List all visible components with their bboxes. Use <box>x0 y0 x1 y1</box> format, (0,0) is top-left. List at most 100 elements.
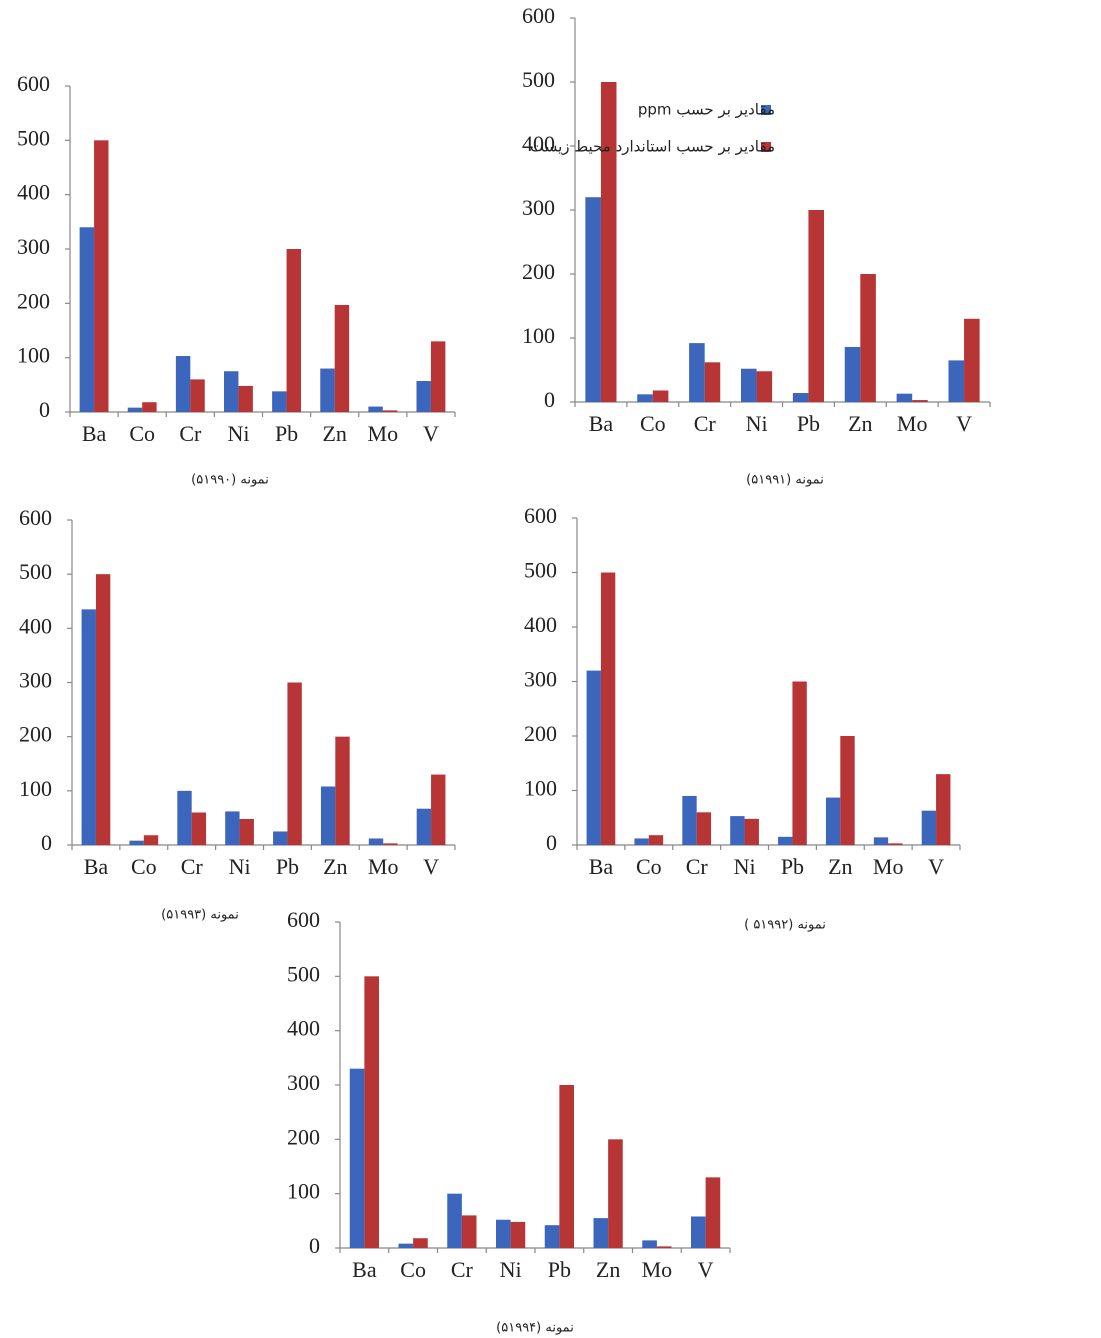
x-tick-label: Mo <box>897 411 928 436</box>
bar <box>272 391 287 412</box>
x-tick-label: Cr <box>179 421 202 446</box>
bar <box>741 368 757 402</box>
bar <box>364 976 379 1248</box>
x-tick-label: Pb <box>781 854 804 879</box>
bar <box>190 379 205 412</box>
bar <box>705 1177 721 1248</box>
bar <box>912 400 928 402</box>
y-tick-label: 200 <box>287 1124 320 1149</box>
bar <box>368 838 384 845</box>
bar <box>600 82 617 402</box>
bar <box>637 394 653 402</box>
x-tick-label: Co <box>400 1257 426 1282</box>
bar <box>94 140 109 413</box>
chart-caption: نمونه (۵۱۹۹۴) <box>496 1321 574 1336</box>
bar <box>129 840 144 845</box>
bar <box>948 360 965 402</box>
y-tick-label: 600 <box>19 505 52 530</box>
bar <box>416 808 432 845</box>
bar <box>382 410 398 412</box>
y-tick-label: 400 <box>522 131 555 156</box>
bar <box>175 356 191 412</box>
y-tick-label: 100 <box>522 323 555 348</box>
x-tick-label: Mo <box>873 854 904 879</box>
bar <box>888 843 903 845</box>
y-tick-label: 400 <box>287 1016 320 1041</box>
bar <box>398 1243 414 1248</box>
y-tick-label: 0 <box>41 830 52 855</box>
bar <box>191 812 207 845</box>
bar <box>896 393 913 402</box>
chart-caption: نمونه (۵۱۹۹۱) <box>746 473 824 488</box>
bar <box>413 1238 428 1248</box>
y-tick-label: 200 <box>524 721 557 746</box>
bar <box>430 341 446 412</box>
x-tick-label: Ni <box>227 421 249 446</box>
x-tick-label: Ba <box>352 1257 377 1282</box>
x-tick-label: V <box>928 854 944 879</box>
y-tick-label: 400 <box>524 612 557 637</box>
x-tick-label: Mo <box>368 854 399 879</box>
bar <box>696 812 712 845</box>
bar <box>273 831 288 845</box>
legend-label: مقادیر بر حسب استاندارد محیط زیست <box>530 138 775 156</box>
bar <box>642 1240 657 1248</box>
bar <box>416 381 431 412</box>
x-tick-label: Pb <box>548 1257 571 1282</box>
bar <box>921 810 937 845</box>
bar <box>682 795 697 845</box>
x-tick-label: Co <box>131 854 157 879</box>
y-tick-label: 200 <box>17 288 50 313</box>
bar <box>334 304 350 412</box>
bar <box>127 407 143 412</box>
bar <box>431 774 446 845</box>
x-tick-label: Ba <box>589 854 614 879</box>
y-tick-label: 500 <box>287 961 320 986</box>
y-tick-label: 200 <box>19 722 52 747</box>
x-tick-label: Ni <box>500 1257 522 1282</box>
bar <box>656 1246 672 1248</box>
bar <box>368 406 383 412</box>
x-tick-label: Ni <box>746 411 768 436</box>
bar <box>349 1068 365 1248</box>
x-tick-label: Cr <box>694 411 717 436</box>
bar <box>964 318 980 402</box>
x-tick-label: Zn <box>828 854 852 879</box>
bar <box>840 736 855 845</box>
bar <box>825 797 841 845</box>
x-tick-label: Ba <box>589 411 614 436</box>
x-tick-label: Zn <box>322 421 346 446</box>
bar <box>95 574 111 845</box>
y-tick-label: 300 <box>522 195 555 220</box>
bar <box>461 1215 477 1248</box>
y-tick-label: 0 <box>39 397 50 422</box>
chart-caption: نمونه (۵۱۹۹۳) <box>161 908 239 923</box>
bar <box>585 197 601 402</box>
x-tick-label: Ni <box>229 854 251 879</box>
y-tick-label: 0 <box>546 830 557 855</box>
y-tick-label: 600 <box>17 71 50 96</box>
bar <box>383 843 398 845</box>
y-tick-label: 200 <box>522 259 555 284</box>
x-tick-label: Pb <box>275 421 298 446</box>
x-tick-label: V <box>698 1257 714 1282</box>
y-tick-label: 300 <box>19 668 52 693</box>
bar <box>496 1219 511 1248</box>
bar <box>730 816 745 845</box>
bar <box>238 385 253 412</box>
bar <box>224 371 239 412</box>
bar <box>320 368 335 412</box>
x-tick-label: Ba <box>84 854 109 879</box>
bar <box>704 362 721 402</box>
bar <box>142 402 157 412</box>
bar <box>691 1216 706 1248</box>
bar <box>792 681 807 845</box>
bar <box>510 1221 526 1248</box>
bar <box>873 837 889 845</box>
y-tick-label: 0 <box>544 387 555 412</box>
x-tick-label: Cr <box>686 854 709 879</box>
x-tick-label: Co <box>636 854 662 879</box>
x-tick-label: Ba <box>82 421 107 446</box>
x-tick-label: Zn <box>848 411 872 436</box>
y-tick-label: 300 <box>17 234 50 259</box>
